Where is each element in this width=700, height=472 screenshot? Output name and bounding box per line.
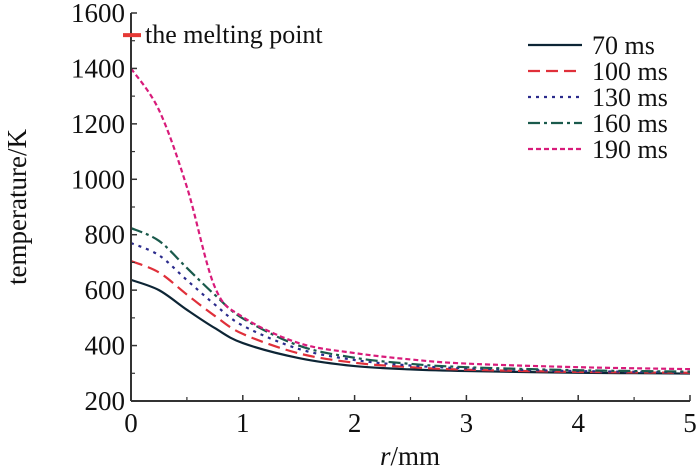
y-tick-label: 1400 <box>71 53 125 83</box>
x-axis-title: r/mm <box>380 441 440 471</box>
x-axis-title-var: r <box>380 441 391 471</box>
y-tick-label: 200 <box>85 386 126 416</box>
series-line-70ms <box>130 278 691 375</box>
y-tick-label: 600 <box>85 275 126 305</box>
series-line-190ms <box>130 67 691 371</box>
series-line-160ms <box>130 227 691 373</box>
x-tick-label: 3 <box>460 408 474 438</box>
y-axis-title: temperature/K <box>2 129 32 285</box>
legend-label: 190 ms <box>592 135 668 164</box>
x-tick-label: 5 <box>683 408 697 438</box>
legend-label: 100 ms <box>592 57 668 86</box>
legend-label: 70 ms <box>592 31 655 60</box>
y-tick-label: 1200 <box>71 109 125 139</box>
legend-label: 130 ms <box>592 83 668 112</box>
y-tick-label: 1000 <box>71 164 125 194</box>
x-tick-label: 1 <box>236 408 250 438</box>
x-axis-title-unit: /mm <box>391 441 441 471</box>
y-tick-label: 400 <box>85 331 126 361</box>
x-tick-label: 2 <box>348 408 362 438</box>
y-tick-label: 800 <box>85 220 126 250</box>
x-tick-label: 0 <box>124 408 138 438</box>
x-tick-label: 4 <box>571 408 585 438</box>
series-line-100ms <box>130 260 691 374</box>
legend-label: 160 ms <box>592 109 668 138</box>
series-line-130ms <box>130 242 691 374</box>
melting-point-label: the melting point <box>145 20 323 49</box>
y-tick-label: 1600 <box>71 0 125 28</box>
